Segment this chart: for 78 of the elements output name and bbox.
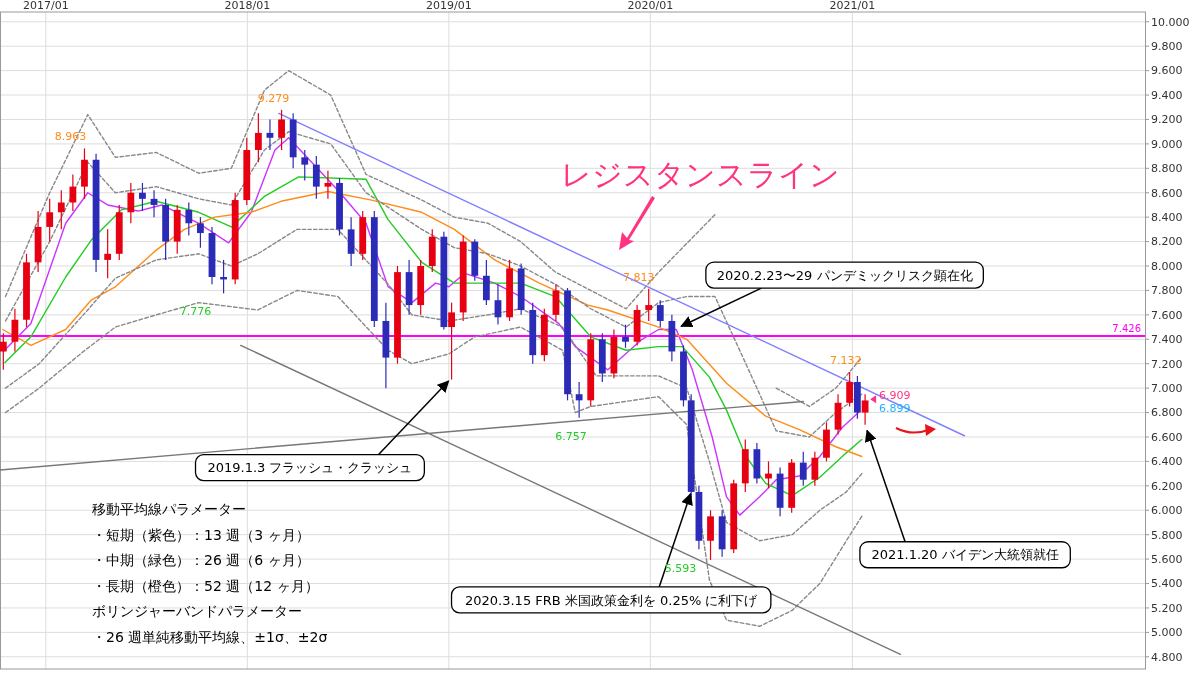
x-tick-label: 2021/01 bbox=[829, 0, 876, 12]
candlestick bbox=[656, 299, 664, 328]
y-tick-label: 9.000 bbox=[1151, 137, 1183, 151]
candlestick bbox=[448, 302, 455, 381]
candlestick bbox=[197, 216, 204, 249]
y-tick-label: 5.400 bbox=[1151, 577, 1183, 591]
y-tick-label: 8.000 bbox=[1151, 259, 1183, 273]
y-tick-label: 6.600 bbox=[1151, 430, 1183, 444]
candlestick bbox=[811, 451, 819, 487]
annotation: 2019.1.3 フラッシュ・クラッシュ bbox=[207, 460, 413, 476]
y-tick-label: 5.200 bbox=[1151, 601, 1183, 615]
y-tick-label: 8.200 bbox=[1151, 235, 1183, 249]
y-tick-label: 6.800 bbox=[1151, 406, 1183, 420]
candlestick bbox=[278, 109, 285, 151]
candlestick bbox=[0, 332, 7, 371]
y-tick-label: 6.000 bbox=[1151, 504, 1183, 518]
annotation: 7.776 bbox=[179, 305, 212, 319]
annotation: ・長期（橙色）：52 週（12 ヶ月） bbox=[92, 577, 319, 594]
candlestick bbox=[324, 170, 332, 200]
y-tick-label: 7.000 bbox=[1151, 381, 1183, 395]
y-tick-label: 9.600 bbox=[1151, 64, 1183, 78]
y-tick-label: 7.600 bbox=[1151, 308, 1183, 322]
y-tick-label: 5.800 bbox=[1151, 528, 1183, 542]
y-tick-label: 9.800 bbox=[1151, 40, 1183, 54]
candlestick bbox=[799, 451, 807, 487]
candlestick bbox=[312, 155, 320, 200]
x-tick-label: 2020/01 bbox=[627, 0, 674, 12]
candlestick bbox=[127, 182, 135, 224]
annotation: 7.813 bbox=[622, 270, 655, 284]
candlestick bbox=[645, 288, 653, 322]
y-tick-label: 6.400 bbox=[1151, 455, 1183, 469]
candlestick bbox=[46, 198, 54, 243]
y-tick-label: 7.800 bbox=[1151, 284, 1183, 298]
y-tick-label: 5.600 bbox=[1151, 552, 1183, 566]
candlestick bbox=[301, 149, 309, 182]
annotation: ボリンジャーバンドパラメーター bbox=[92, 603, 302, 620]
annotation: レジスタンスライン bbox=[560, 157, 840, 192]
annotation: 移動平均線パラメーター bbox=[92, 500, 246, 517]
candlestick bbox=[846, 371, 854, 408]
annotation: ・中期（緑色）：26 週（6 ヶ月） bbox=[92, 552, 310, 569]
candlestick bbox=[69, 173, 77, 212]
annotation: 6.899 bbox=[879, 402, 911, 416]
annotation: 5.593 bbox=[664, 561, 697, 575]
candlestick bbox=[266, 118, 274, 151]
annotation: 2020.3.15 FRB 米国政策金利を 0.25% に利下げ bbox=[464, 592, 759, 608]
x-tick-label: 2018/01 bbox=[224, 0, 271, 12]
candlestick bbox=[139, 182, 146, 212]
candlestick bbox=[57, 189, 65, 230]
annotation: 2021.1.20 バイデン大統領就任 bbox=[871, 547, 1059, 563]
line-series bbox=[4, 289, 863, 627]
y-tick-label: 5.000 bbox=[1151, 626, 1183, 640]
annotation: 6.909 bbox=[879, 389, 911, 403]
ref-line-label: 7.426 bbox=[1112, 323, 1141, 335]
y-tick-label: 8.600 bbox=[1151, 186, 1183, 200]
x-tick-label: 2017/01 bbox=[22, 0, 69, 12]
y-tick-label: 9.400 bbox=[1151, 88, 1183, 102]
annotation: 6.757 bbox=[555, 429, 587, 443]
candlestick bbox=[254, 112, 262, 163]
x-tick-label: 2019/01 bbox=[425, 0, 472, 12]
y-tick-label: 10.000 bbox=[1151, 15, 1190, 29]
y-tick-label: 7.400 bbox=[1151, 333, 1183, 347]
y-tick-label: 7.200 bbox=[1151, 357, 1183, 371]
annotation: 9.279 bbox=[257, 91, 290, 105]
y-tick-label: 8.800 bbox=[1151, 162, 1183, 176]
y-tick-label: 6.200 bbox=[1151, 479, 1183, 493]
y-tick-label: 9.200 bbox=[1151, 113, 1183, 127]
candlestick bbox=[104, 228, 112, 279]
candlestick bbox=[575, 381, 583, 419]
annotation: ・26 週単純移動平均線、±1σ、±2σ bbox=[92, 628, 328, 645]
y-tick-label: 8.400 bbox=[1151, 211, 1183, 225]
candlestick bbox=[861, 393, 869, 426]
y-tick-label: 4.800 bbox=[1151, 650, 1183, 664]
candlestick bbox=[622, 324, 629, 349]
candlestick bbox=[185, 201, 193, 237]
annotation: 2020.2.23〜29 パンデミックリスク顕在化 bbox=[716, 267, 973, 283]
annotation: ・短期（紫色）：13 週（3 ヶ月） bbox=[92, 526, 310, 543]
annotation: 8.963 bbox=[54, 130, 87, 144]
annotation: 7.132 bbox=[829, 353, 862, 367]
